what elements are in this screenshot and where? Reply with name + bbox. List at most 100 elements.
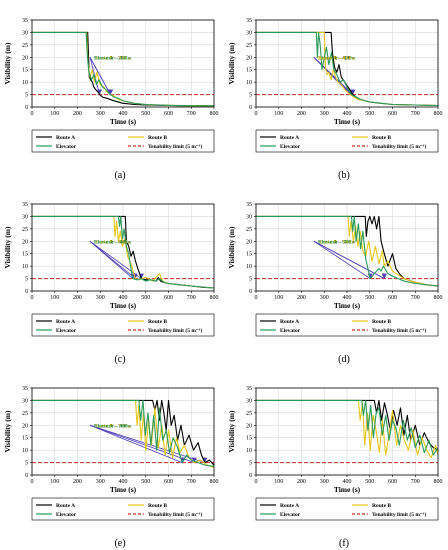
legend-label-tenability: Tenability limit (5 m⁻¹) [148, 143, 202, 150]
x-tick-label: 200 [297, 295, 306, 301]
legend-label-elevator: Elevator [280, 144, 301, 150]
y-axis-label: Visibility (m) [227, 42, 236, 85]
x-tick-label: 400 [119, 295, 128, 301]
x-tick-label: 700 [187, 295, 196, 301]
y-tick-label: 5 [249, 277, 252, 283]
panel-label: (c) [114, 354, 125, 365]
x-tick-label: 100 [274, 479, 283, 485]
y-tick-label: 30 [22, 398, 28, 404]
annotation-label-route_b: Route B – 454 s [94, 239, 130, 245]
x-tick-label: 500 [141, 111, 150, 117]
y-tick-label: 5 [25, 93, 28, 99]
y-tick-label: 20 [22, 239, 28, 245]
series-line-elevator [256, 215, 439, 287]
series-line-route_a [256, 399, 439, 451]
y-tick-label: 10 [22, 264, 28, 270]
y-tick-label: 5 [249, 461, 252, 467]
x-tick-label: 800 [210, 479, 219, 485]
x-tick-label: 200 [73, 295, 82, 301]
y-tick-label: 10 [246, 80, 252, 86]
x-tick-label: 500 [365, 479, 374, 485]
legend-label-elevator: Elevator [56, 512, 77, 518]
annotation-label-route_a: Route A – 760 s [94, 423, 130, 429]
x-tick-label: 200 [297, 479, 306, 485]
legend-label-elevator: Elevator [280, 328, 301, 334]
legend-label-route_b: Route B [372, 503, 391, 509]
y-tick-label: 25 [22, 227, 28, 233]
legend-label-elevator: Elevator [280, 512, 301, 518]
legend-label-route_b: Route B [372, 319, 391, 325]
x-axis-label: Time (s) [334, 117, 361, 126]
y-tick-label: 35 [246, 202, 252, 208]
panel-label: (a) [114, 170, 125, 181]
annotation-label-elevator: Elevator – 345 s [94, 55, 131, 61]
y-tick-label: 0 [249, 473, 252, 479]
x-tick-label: 200 [73, 111, 82, 117]
y-axis-label: Visibility (m) [227, 226, 236, 269]
x-tick-label: 300 [96, 111, 105, 117]
y-tick-label: 10 [22, 80, 28, 86]
x-tick-label: 700 [411, 295, 420, 301]
legend-label-route_a: Route A [56, 503, 75, 509]
y-tick-label: 25 [246, 411, 252, 417]
panel-label: (f) [339, 538, 349, 549]
x-tick-label: 400 [343, 295, 352, 301]
annotation-label-route_a: Route A – 564 s [318, 239, 354, 245]
y-tick-label: 20 [22, 423, 28, 429]
annotation-label-route_b: Route B – 345 s [94, 55, 130, 61]
x-tick-label: 300 [320, 111, 329, 117]
x-tick-label: 0 [255, 295, 258, 301]
annotation-arrow-elevator [89, 240, 134, 279]
legend-label-elevator: Elevator [56, 328, 77, 334]
legend-box [255, 497, 439, 521]
x-axis-label: Time (s) [334, 301, 361, 310]
annotation-label-elevator: Elevator – 420 s [318, 55, 355, 61]
annotation-arrow-route_a [89, 240, 142, 279]
annotation-label-route_b: Route B – 414 s [318, 55, 354, 61]
y-tick-label: 20 [246, 55, 252, 61]
y-tick-label: 30 [246, 214, 252, 220]
y-tick-label: 35 [246, 386, 252, 392]
x-tick-label: 100 [50, 111, 59, 117]
legend-box [31, 313, 215, 337]
annotation-arrow-route_a [89, 57, 100, 95]
x-tick-label: 400 [343, 479, 352, 485]
x-tick-label: 600 [164, 295, 173, 301]
annotation-label-route_a: Route A – 426 s [318, 55, 354, 61]
annotation-arrow-route_b [89, 424, 195, 463]
y-tick-label: 15 [246, 68, 252, 74]
legend-label-route_a: Route A [56, 135, 75, 141]
x-tick-label: 100 [274, 111, 283, 117]
annotation-label-elevator: Elevator – 660 s [94, 423, 131, 429]
legend-label-tenability: Tenability limit (5 m⁻¹) [372, 511, 426, 518]
y-tick-label: 5 [25, 277, 28, 283]
y-tick-label: 25 [22, 411, 28, 417]
x-tick-label: 300 [96, 295, 105, 301]
annotation-label-route_a: Route A – 481 s [94, 239, 130, 245]
legend-label-route_a: Route A [56, 319, 75, 325]
x-tick-label: 800 [434, 479, 443, 485]
x-tick-label: 500 [365, 111, 374, 117]
x-tick-label: 800 [210, 295, 219, 301]
annotation-arrow-elevator [89, 57, 111, 95]
y-tick-label: 15 [246, 252, 252, 258]
x-tick-label: 300 [320, 295, 329, 301]
x-tick-label: 600 [388, 295, 397, 301]
annotation-label-route_b: Route B – 564 s [318, 239, 354, 245]
x-tick-label: 300 [320, 479, 329, 485]
y-tick-label: 10 [246, 264, 252, 270]
x-tick-label: 500 [365, 295, 374, 301]
series-line-elevator [256, 399, 439, 456]
y-tick-label: 0 [25, 473, 28, 479]
x-tick-label: 700 [187, 479, 196, 485]
series-line-route_b [256, 399, 439, 459]
series-line-route_a [32, 399, 215, 466]
x-tick-label: 300 [96, 479, 105, 485]
y-tick-label: 20 [246, 239, 252, 245]
x-tick-label: 100 [50, 295, 59, 301]
annotation-label-elevator: Elevator – 443 s [94, 239, 131, 245]
x-tick-label: 200 [297, 111, 306, 117]
annotation-arrowhead-route_b [191, 457, 197, 463]
x-tick-label: 0 [31, 111, 34, 117]
